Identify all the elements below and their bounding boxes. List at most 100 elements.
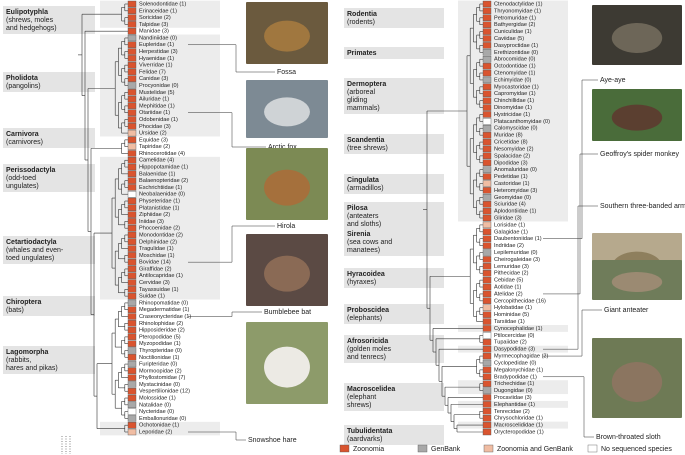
leader-line bbox=[543, 309, 602, 357]
family-name: Emballonuridae (0) bbox=[139, 416, 186, 422]
order-label: (pangolins) bbox=[6, 83, 41, 90]
family-name: Felidae (7) bbox=[139, 69, 166, 75]
order-band bbox=[344, 174, 444, 194]
clade-band bbox=[100, 156, 220, 300]
family-name: Nesomyidae (2) bbox=[494, 146, 534, 152]
order-band bbox=[3, 296, 95, 316]
order-label: shrews) bbox=[347, 402, 372, 409]
photo-caption: Aye-aye bbox=[600, 77, 626, 84]
family-status-box bbox=[127, 258, 137, 266]
family-status-box bbox=[127, 170, 137, 178]
family-status-box bbox=[482, 235, 492, 242]
family-status-box bbox=[127, 415, 137, 422]
family-status-box bbox=[482, 228, 492, 236]
family-name: Giraffidae (2) bbox=[139, 266, 172, 272]
order-label: and tenrecs) bbox=[347, 354, 386, 361]
order-band bbox=[344, 47, 444, 59]
family-name: Mystacinidae (0) bbox=[139, 382, 180, 388]
order-label: Sirenia bbox=[347, 231, 370, 238]
family-name: Mustelidae (5) bbox=[139, 90, 175, 96]
order-label: Lagomorpha bbox=[6, 349, 48, 356]
family-status-box bbox=[127, 75, 137, 82]
family-status-box bbox=[482, 345, 492, 353]
family-status-box bbox=[127, 408, 137, 415]
family-status-box bbox=[482, 35, 492, 42]
family-status-box bbox=[482, 207, 492, 215]
family-status-box bbox=[127, 272, 137, 279]
family-name: Natalidae (0) bbox=[139, 402, 171, 408]
family-name: Iniidae (3) bbox=[139, 219, 164, 225]
family-status-box bbox=[127, 360, 137, 368]
order-band bbox=[344, 335, 444, 363]
leader-line bbox=[543, 79, 598, 239]
family-name: Bradypodidae (1) bbox=[494, 374, 537, 380]
family-status-box bbox=[482, 21, 492, 28]
family-status-box bbox=[127, 401, 137, 409]
family-name: Rhinocerotidae (4) bbox=[139, 151, 185, 157]
family-status-box bbox=[482, 297, 492, 305]
order-label: Scandentia bbox=[347, 137, 384, 144]
order-band bbox=[3, 72, 95, 92]
family-status-box bbox=[482, 339, 492, 346]
family-name: Orycteropodidae (1) bbox=[494, 429, 544, 435]
family-name: Erinaceidae (1) bbox=[139, 8, 177, 14]
family-status-box bbox=[482, 194, 492, 201]
family-status-box bbox=[482, 56, 492, 63]
family-name: Craseonycteridae (1) bbox=[139, 314, 191, 320]
family-name: Dasypodidae (3) bbox=[494, 347, 535, 353]
family-status-box bbox=[127, 89, 137, 96]
family-name: Elephantidae (1) bbox=[494, 402, 535, 408]
family-status-box bbox=[482, 125, 492, 132]
family-name: Dinomyidae (1) bbox=[494, 105, 532, 111]
family-status-box bbox=[127, 299, 137, 307]
family-status-box bbox=[127, 422, 137, 429]
family-name: Ziphiidae (2) bbox=[139, 212, 170, 218]
family-name: Pedetidae (1) bbox=[494, 174, 528, 180]
family-name: Myrmecophagidae (2) bbox=[494, 354, 549, 360]
family-status-box bbox=[482, 111, 492, 118]
family-status-box bbox=[482, 42, 492, 49]
family-status-box bbox=[482, 49, 492, 56]
order-band bbox=[3, 6, 95, 34]
family-status-box bbox=[482, 118, 492, 125]
legend-swatch bbox=[483, 444, 494, 453]
family-name: Solenodontidae (1) bbox=[139, 1, 186, 7]
legend-swatch bbox=[587, 444, 598, 453]
family-name: Leporidae (2) bbox=[139, 429, 172, 435]
order-label: and sloths) bbox=[347, 221, 381, 228]
family-status-box bbox=[482, 373, 492, 380]
family-status-box bbox=[127, 326, 137, 334]
family-status-box bbox=[482, 263, 492, 270]
leader-line bbox=[188, 44, 275, 73]
family-name: Hominidae (5) bbox=[494, 312, 529, 318]
legend-swatch bbox=[339, 444, 350, 453]
family-status-box bbox=[127, 340, 137, 347]
family-status-box bbox=[127, 381, 137, 388]
family-status-box bbox=[127, 388, 137, 395]
family-status-box bbox=[482, 173, 492, 180]
animal-photo-subject bbox=[264, 346, 310, 388]
family-status-box bbox=[127, 374, 137, 381]
family-name: Indriidae (2) bbox=[494, 243, 524, 249]
family-status-box bbox=[482, 311, 492, 318]
family-name: Myzopodidae (1) bbox=[139, 341, 181, 347]
order-band bbox=[344, 268, 444, 288]
family-status-box bbox=[127, 245, 137, 252]
family-status-box bbox=[127, 354, 137, 361]
order-label: Tubulidentata bbox=[347, 428, 392, 435]
leader-line bbox=[188, 311, 262, 317]
family-status-box bbox=[127, 218, 137, 225]
photo-caption: Southern three-banded armadillo bbox=[600, 203, 685, 210]
family-name: Bovidae (14) bbox=[139, 260, 171, 266]
order-label: Primates bbox=[347, 50, 377, 57]
legend-label: Zoonomia bbox=[353, 446, 384, 453]
leader-line bbox=[188, 112, 266, 148]
family-status-box bbox=[127, 27, 137, 35]
family-status-box bbox=[482, 138, 492, 146]
order-band bbox=[3, 236, 95, 264]
family-status-box bbox=[482, 104, 492, 111]
family-name: Rhinopomatidae (0) bbox=[139, 300, 188, 306]
order-band bbox=[344, 8, 444, 28]
family-name: Myocastoridae (1) bbox=[494, 84, 539, 90]
family-name: Noctilionidae (1) bbox=[139, 355, 180, 361]
